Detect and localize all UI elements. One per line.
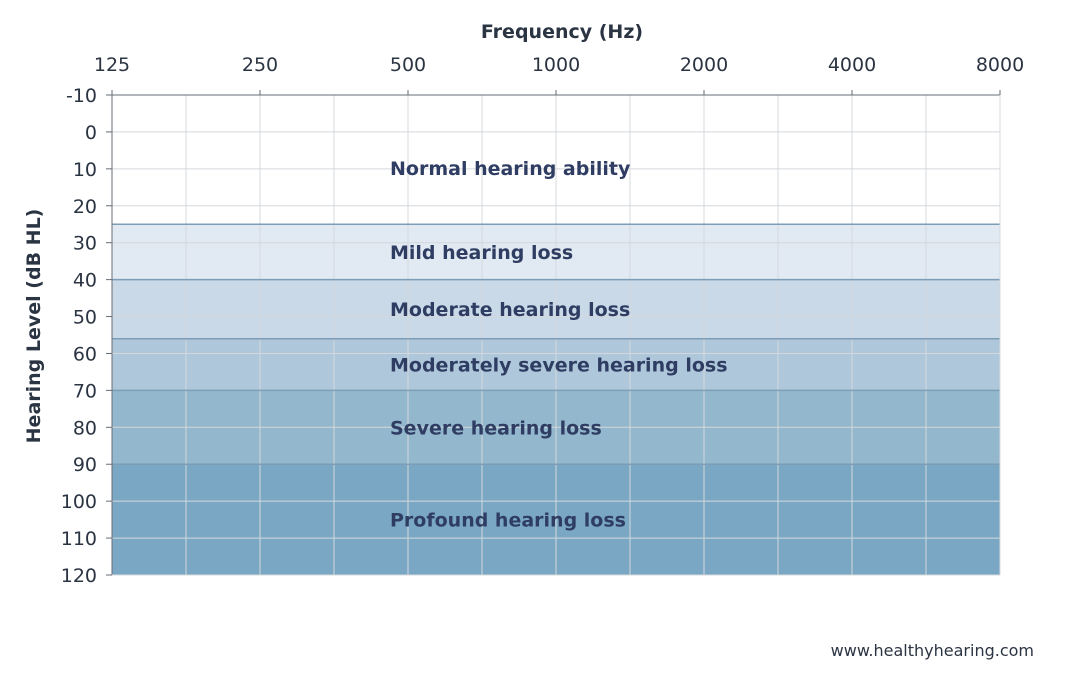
x-tick-label-4000: 4000 bbox=[828, 54, 876, 76]
band-label-5: Profound hearing loss bbox=[390, 510, 626, 532]
y-tick-label-60: 60 bbox=[73, 343, 97, 365]
y-tick-label--10: -10 bbox=[66, 85, 97, 107]
x-axis-title: Frequency (Hz) bbox=[481, 21, 643, 43]
x-tick-label-2000: 2000 bbox=[680, 54, 728, 76]
y-tick-label-0: 0 bbox=[85, 122, 97, 144]
x-tick-label-8000: 8000 bbox=[976, 54, 1024, 76]
y-tick-label-50: 50 bbox=[73, 307, 97, 329]
x-tick-labels: 125 250 500 1000 2000 4000 8000 bbox=[94, 54, 1024, 76]
y-tick-label-40: 40 bbox=[73, 270, 97, 292]
band-label-2: Moderate hearing loss bbox=[390, 299, 630, 321]
y-tick-label-70: 70 bbox=[73, 380, 97, 402]
y-tick-label-10: 10 bbox=[73, 159, 97, 181]
y-tick-label-20: 20 bbox=[73, 196, 97, 218]
y-tick-label-100: 100 bbox=[61, 491, 97, 513]
axes bbox=[106, 90, 1001, 576]
y-tick-label-80: 80 bbox=[73, 417, 97, 439]
y-tick-label-120: 120 bbox=[61, 565, 97, 587]
x-tick-label-250: 250 bbox=[242, 54, 278, 76]
band-boundaries bbox=[112, 223, 1000, 465]
y-tick-label-90: 90 bbox=[73, 454, 97, 476]
y-tick-labels: -10 0 10 20 30 40 50 60 70 80 90 100 110 120 bbox=[61, 85, 97, 587]
x-tick-label-1000: 1000 bbox=[532, 54, 580, 76]
x-tick-label-125: 125 bbox=[94, 54, 130, 76]
band-label-4: Severe hearing loss bbox=[390, 417, 602, 439]
source-credit: www.healthyhearing.com bbox=[831, 641, 1034, 660]
y-tick-label-30: 30 bbox=[73, 233, 97, 255]
y-axis-title: Hearing Level (dB HL) bbox=[23, 209, 45, 444]
band-label-3: Moderately severe hearing loss bbox=[390, 355, 728, 377]
x-tick-label-500: 500 bbox=[390, 54, 426, 76]
band-labels: Normal hearing ability Mild hearing loss M… bbox=[390, 158, 728, 532]
y-tick-label-110: 110 bbox=[61, 528, 97, 550]
band-label-1: Mild hearing loss bbox=[390, 242, 573, 264]
band-label-0: Normal hearing ability bbox=[390, 158, 631, 180]
